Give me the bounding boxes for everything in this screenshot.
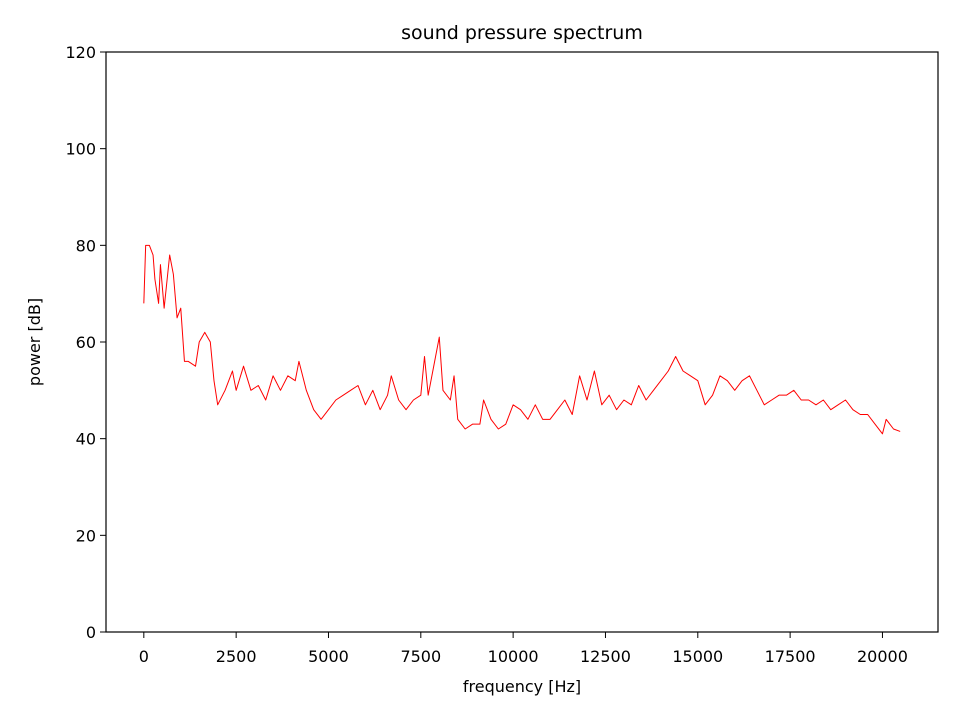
x-tick-label: 7500 [400,647,441,666]
y-tick-label: 20 [76,526,96,545]
x-tick-label: 20000 [857,647,908,666]
x-tick-label: 2500 [216,647,257,666]
y-axis-label: power [dB] [25,298,44,386]
y-tick-label: 60 [76,333,96,352]
y-tick-label: 120 [65,43,96,62]
x-tick-label: 12500 [580,647,631,666]
x-axis-label: frequency [Hz] [463,677,581,696]
line-series [143,244,901,435]
chart-title: sound pressure spectrum [401,22,643,44]
x-tick-label: 5000 [308,647,349,666]
x-tick-label: 17500 [765,647,816,666]
x-tick-label: 10000 [488,647,539,666]
x-tick-label: 15000 [672,647,723,666]
y-tick-label: 80 [76,236,96,255]
y-tick-label: 0 [86,623,96,642]
y-tick-label: 100 [65,140,96,159]
plot-frame [105,51,939,633]
y-tick-label: 40 [76,430,96,449]
x-tick-label: 0 [139,647,149,666]
